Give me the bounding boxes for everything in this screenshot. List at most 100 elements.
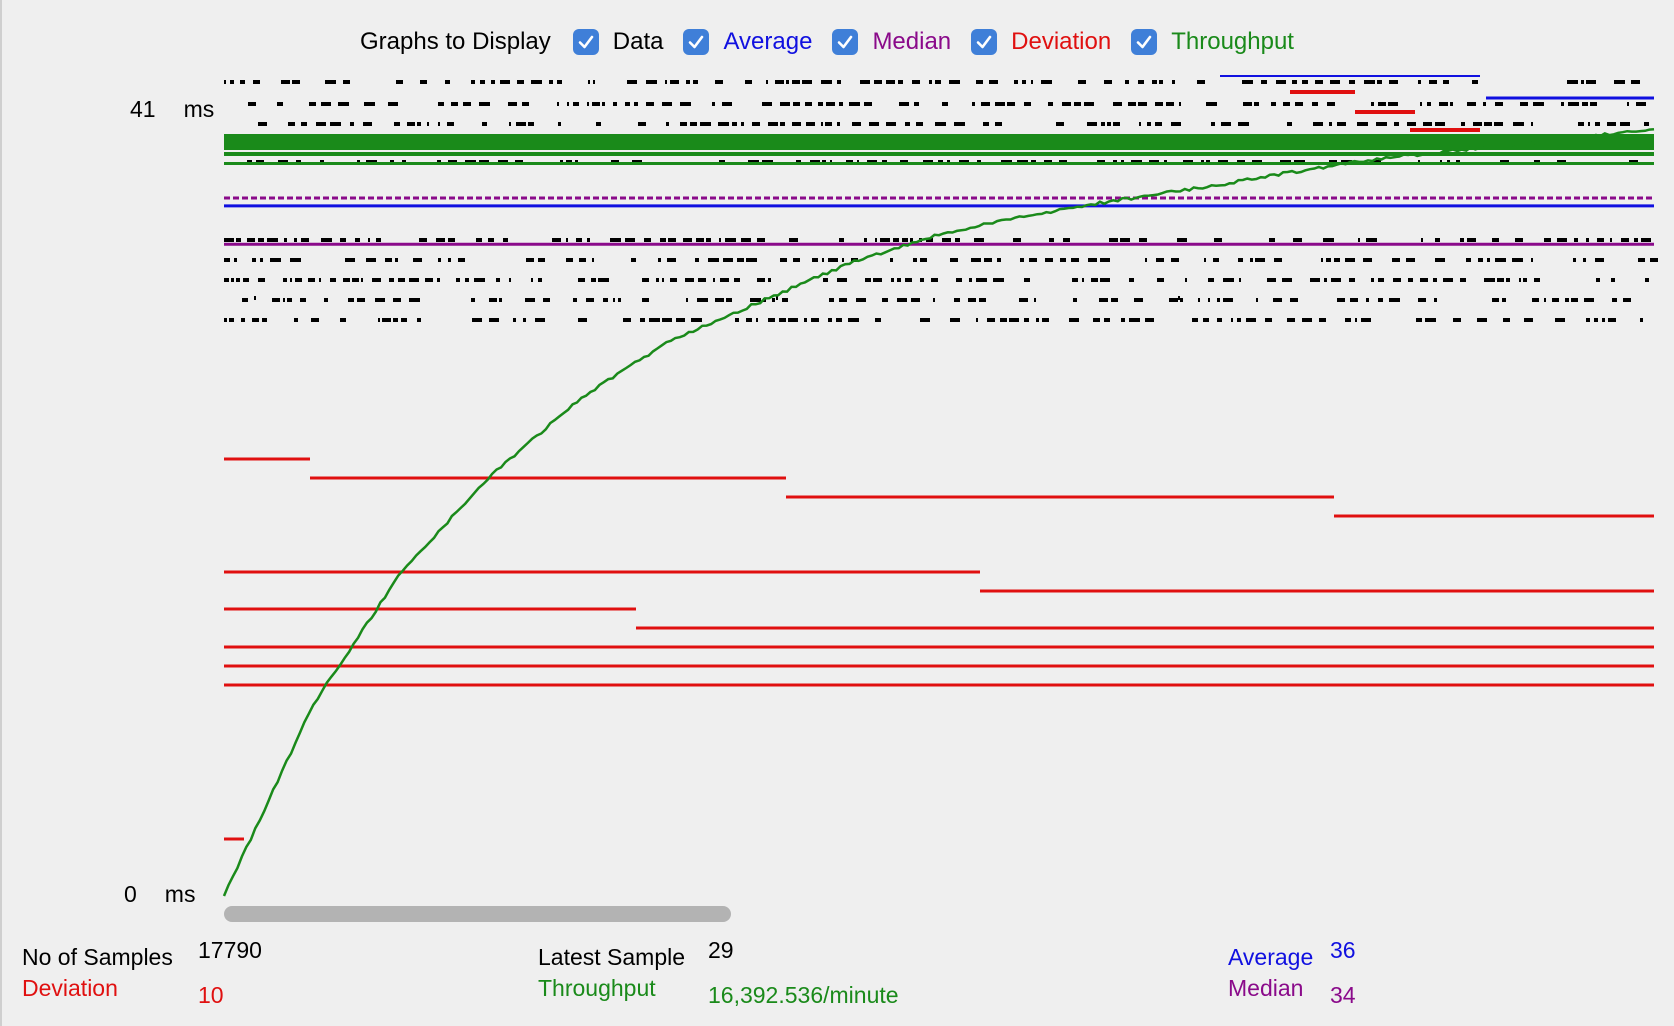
data-sample-mark bbox=[805, 102, 812, 106]
data-sample-mark bbox=[935, 122, 946, 126]
toggle-average[interactable]: Average bbox=[683, 28, 812, 56]
data-sample-mark bbox=[1610, 238, 1612, 242]
data-sample-mark bbox=[913, 258, 917, 262]
deviation-mark bbox=[1290, 90, 1355, 94]
data-sample-mark bbox=[294, 238, 297, 242]
data-sample-mark bbox=[775, 80, 784, 84]
data-sample-mark bbox=[792, 122, 801, 126]
data-sample-mark bbox=[1484, 122, 1492, 126]
data-sample-mark bbox=[920, 318, 930, 322]
data-sample-mark bbox=[1013, 238, 1021, 242]
data-sample-mark bbox=[355, 238, 360, 242]
data-sample-mark bbox=[1128, 102, 1136, 106]
data-sample-mark bbox=[1211, 122, 1215, 126]
data-sample-mark bbox=[509, 278, 511, 282]
data-sample-mark bbox=[1104, 80, 1112, 84]
data-sample-mark bbox=[1069, 318, 1079, 322]
data-sample-mark bbox=[1595, 122, 1600, 126]
data-sample-mark bbox=[593, 80, 595, 84]
data-sample-mark bbox=[1631, 80, 1640, 84]
data-sample-mark bbox=[734, 278, 740, 282]
data-sample-mark bbox=[1179, 102, 1181, 106]
data-sample-mark bbox=[676, 318, 685, 322]
data-sample-mark bbox=[1302, 318, 1312, 322]
data-sample-mark bbox=[1366, 238, 1377, 242]
data-sample-mark bbox=[829, 298, 834, 302]
data-sample-mark bbox=[1042, 318, 1049, 322]
checkbox-average[interactable] bbox=[683, 29, 710, 55]
toggle-median-label: Median bbox=[872, 28, 952, 55]
data-sample-mark bbox=[902, 238, 908, 242]
data-sample-mark bbox=[260, 258, 263, 262]
data-sample-mark bbox=[638, 122, 646, 126]
data-sample-mark bbox=[1125, 80, 1129, 84]
data-sample-mark bbox=[272, 298, 280, 302]
data-sample-mark bbox=[1473, 122, 1482, 126]
toggle-throughput[interactable]: Throughput bbox=[1131, 28, 1294, 56]
data-sample-mark bbox=[447, 122, 454, 126]
data-sample-mark bbox=[230, 80, 234, 84]
data-sample-mark bbox=[997, 258, 1001, 262]
data-sample-mark bbox=[508, 102, 517, 106]
y-axis-unit: ms bbox=[164, 881, 196, 907]
data-sample-mark bbox=[1269, 238, 1275, 242]
toggle-median[interactable]: Median bbox=[832, 28, 951, 56]
data-sample-mark bbox=[1214, 238, 1222, 242]
data-sample-mark bbox=[224, 80, 226, 84]
data-sample-mark bbox=[240, 80, 245, 84]
data-sample-mark bbox=[610, 238, 621, 242]
data-sample-mark bbox=[270, 258, 281, 262]
data-sample-mark bbox=[905, 278, 912, 282]
data-sample-mark bbox=[1393, 278, 1401, 282]
data-sample-mark bbox=[1377, 80, 1382, 84]
data-sample-mark bbox=[300, 298, 306, 302]
data-sample-mark bbox=[1583, 258, 1586, 262]
data-sample-mark bbox=[983, 122, 989, 126]
data-sample-mark bbox=[258, 238, 264, 242]
data-sample-mark bbox=[762, 102, 772, 106]
checkbox-throughput[interactable] bbox=[1131, 29, 1158, 55]
data-sample-mark bbox=[1345, 318, 1351, 322]
data-sample-mark bbox=[407, 122, 415, 126]
checkbox-median[interactable] bbox=[832, 29, 859, 55]
data-sample-mark bbox=[1129, 278, 1134, 282]
data-sample-mark bbox=[842, 258, 844, 262]
checkbox-data[interactable] bbox=[572, 29, 599, 55]
toggle-data[interactable]: Data bbox=[572, 28, 663, 56]
data-sample-mark bbox=[489, 298, 497, 302]
data-sample-mark bbox=[779, 318, 786, 322]
data-sample-mark bbox=[1394, 122, 1399, 126]
data-sample-mark bbox=[488, 238, 494, 242]
data-sample-mark bbox=[914, 102, 919, 106]
data-sample-mark bbox=[1254, 102, 1259, 106]
data-sample-mark bbox=[591, 278, 596, 282]
data-sample-mark bbox=[821, 122, 823, 126]
data-sample-mark bbox=[496, 278, 500, 282]
data-sample-mark bbox=[287, 298, 292, 302]
data-sample-mark bbox=[1031, 80, 1033, 84]
data-sample-mark bbox=[839, 238, 844, 242]
data-sample-mark bbox=[891, 278, 894, 282]
data-sample-mark bbox=[1048, 102, 1053, 106]
data-sample-mark bbox=[793, 102, 800, 106]
data-sample-mark bbox=[644, 238, 651, 242]
toggle-deviation[interactable]: Deviation bbox=[971, 28, 1111, 56]
data-sample-mark bbox=[472, 318, 482, 322]
data-sample-mark bbox=[247, 238, 255, 242]
data-sample-mark bbox=[602, 102, 605, 106]
horizontal-scrollbar-thumb[interactable] bbox=[224, 906, 731, 922]
data-sample-mark bbox=[1588, 122, 1590, 126]
data-sample-mark bbox=[1292, 80, 1297, 84]
deviation-mark bbox=[1355, 110, 1415, 114]
data-sample-mark bbox=[1139, 122, 1141, 126]
data-sample-mark bbox=[413, 258, 422, 262]
data-sample-mark bbox=[786, 80, 789, 84]
checkbox-deviation[interactable] bbox=[971, 29, 998, 55]
data-sample-mark bbox=[1512, 258, 1523, 262]
data-sample-mark bbox=[1388, 102, 1398, 106]
data-sample-mark bbox=[592, 258, 594, 262]
data-sample-mark bbox=[1007, 102, 1015, 106]
data-sample-mark bbox=[912, 80, 920, 84]
data-sample-mark bbox=[995, 102, 1005, 106]
data-sample-mark bbox=[735, 318, 739, 322]
